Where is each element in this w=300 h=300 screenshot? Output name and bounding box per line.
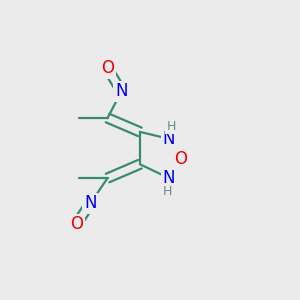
Text: N: N (115, 82, 128, 100)
Text: O: O (70, 215, 83, 233)
Text: N: N (163, 169, 175, 187)
Text: O: O (174, 150, 187, 168)
Text: O: O (101, 59, 114, 77)
Text: N: N (163, 130, 175, 148)
Text: H: H (167, 120, 176, 133)
Text: N: N (84, 194, 97, 212)
Text: H: H (163, 185, 172, 198)
